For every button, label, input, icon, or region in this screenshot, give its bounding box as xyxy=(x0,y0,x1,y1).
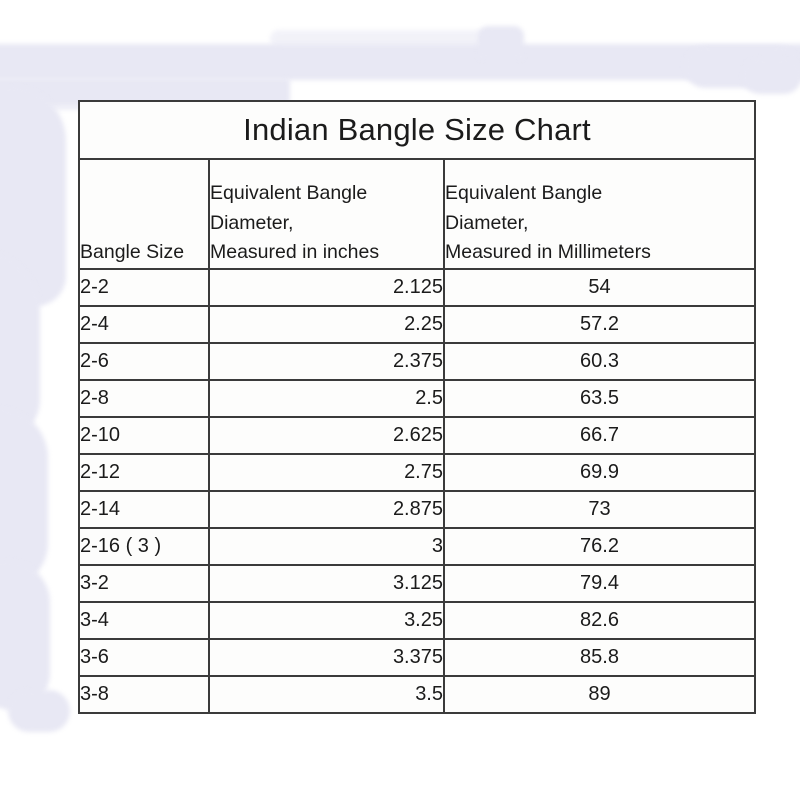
table-header-row: Bangle Size Equivalent Bangle Diameter, … xyxy=(78,158,757,270)
cell-bangle-size: 3-8 xyxy=(78,675,210,714)
watermark-blob-left-3 xyxy=(0,408,48,588)
table-row: 3-6 3.375 85.8 xyxy=(78,638,757,677)
column-header-line: Equivalent Bangle xyxy=(445,182,603,205)
cell-millimeters: 79.4 xyxy=(442,564,757,603)
table-row: 2-2 2.125 54 xyxy=(78,268,757,307)
cell-inches: 3 xyxy=(208,527,445,566)
cell-inches: 3.25 xyxy=(208,601,445,640)
cell-inches: 2.25 xyxy=(208,305,445,344)
table-row: 2-10 2.625 66.7 xyxy=(78,416,757,455)
cell-millimeters: 54 xyxy=(442,268,757,307)
cell-millimeters: 69.9 xyxy=(442,453,757,492)
cell-inches: 2.375 xyxy=(208,342,445,381)
cell-inches: 3.5 xyxy=(208,675,445,714)
table-row: 2-6 2.375 60.3 xyxy=(78,342,757,381)
cell-bangle-size: 2-14 xyxy=(78,490,210,529)
cell-bangle-size: 2-6 xyxy=(78,342,210,381)
cell-millimeters: 89 xyxy=(442,675,757,714)
cell-inches: 2.125 xyxy=(208,268,445,307)
cell-millimeters: 60.3 xyxy=(442,342,757,381)
cell-inches: 2.875 xyxy=(208,490,445,529)
column-header-line: Diameter, xyxy=(445,211,529,234)
table-row: 2-14 2.875 73 xyxy=(78,490,757,529)
cell-inches: 2.625 xyxy=(208,416,445,455)
cell-bangle-size: 3-4 xyxy=(78,601,210,640)
table-title-row: Indian Bangle Size Chart xyxy=(77,100,757,160)
column-header-inches: Equivalent Bangle Diameter, Measured in … xyxy=(208,158,445,270)
column-header-line: Measured in inches xyxy=(210,241,380,264)
column-header-bangle-size-lines: Bangle Size xyxy=(80,238,208,268)
watermark-blob-left-2 xyxy=(0,250,40,440)
table-row: 3-4 3.25 82.6 xyxy=(78,601,757,640)
cell-bangle-size: 3-6 xyxy=(78,638,210,677)
column-header-millimeters: Equivalent Bangle Diameter, Measured in … xyxy=(442,158,757,270)
cell-bangle-size: 2-2 xyxy=(78,268,210,307)
watermark-band-top xyxy=(0,44,800,80)
cell-bangle-size: 2-8 xyxy=(78,379,210,418)
cell-millimeters: 82.6 xyxy=(442,601,757,640)
cell-millimeters: 57.2 xyxy=(442,305,757,344)
column-header-line: Measured in Millimeters xyxy=(445,241,651,264)
watermark-streak xyxy=(270,30,490,48)
cell-inches: 3.125 xyxy=(208,564,445,603)
watermark-knob xyxy=(478,26,524,60)
cell-bangle-size: 2-16 ( 3 ) xyxy=(78,527,210,566)
cell-bangle-size: 2-4 xyxy=(78,305,210,344)
cell-millimeters: 66.7 xyxy=(442,416,757,455)
cell-bangle-size: 2-10 xyxy=(78,416,210,455)
table-row: 2-12 2.75 69.9 xyxy=(78,453,757,492)
cell-inches: 3.375 xyxy=(208,638,445,677)
cell-bangle-size: 2-12 xyxy=(78,453,210,492)
watermark-pill-right-2 xyxy=(742,58,800,94)
watermark-pill-right xyxy=(684,46,800,88)
cell-inches: 2.75 xyxy=(208,453,445,492)
column-header-line: Bangle Size xyxy=(80,241,185,264)
cell-bangle-size: 3-2 xyxy=(78,564,210,603)
table-row: 3-2 3.125 79.4 xyxy=(78,564,757,603)
cell-millimeters: 63.5 xyxy=(442,379,757,418)
page-title: Indian Bangle Size Chart xyxy=(77,100,757,160)
column-header-millimeters-lines: Equivalent Bangle Diameter, Measured in … xyxy=(445,179,754,268)
watermark-blob-left-4 xyxy=(0,560,50,710)
table-row: 2-4 2.25 57.2 xyxy=(78,305,757,344)
column-header-line: Diameter, xyxy=(210,211,294,234)
column-header-inches-lines: Equivalent Bangle Diameter, Measured in … xyxy=(210,179,443,268)
table-row: 2-8 2.5 63.5 xyxy=(78,379,757,418)
table-row: 2-16 ( 3 ) 3 76.2 xyxy=(78,527,757,566)
bangle-size-chart-table: Indian Bangle Size Chart Bangle Size Equ… xyxy=(77,100,757,714)
column-header-line: Equivalent Bangle xyxy=(210,182,368,205)
watermark-blob-left-1 xyxy=(0,86,66,306)
watermark-blob-bottom-left xyxy=(8,690,70,732)
cell-millimeters: 85.8 xyxy=(442,638,757,677)
column-header-bangle-size: Bangle Size xyxy=(78,158,210,270)
cell-millimeters: 76.2 xyxy=(442,527,757,566)
cell-millimeters: 73 xyxy=(442,490,757,529)
table-row: 3-8 3.5 89 xyxy=(78,675,757,714)
cell-inches: 2.5 xyxy=(208,379,445,418)
